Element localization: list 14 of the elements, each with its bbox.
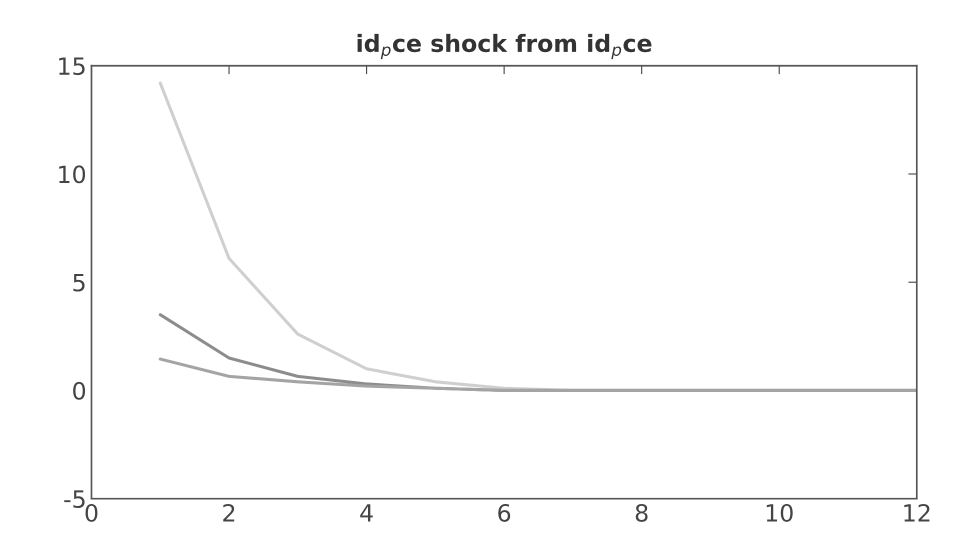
x-tick-label: 12 [904,504,930,522]
line-series [158,358,917,392]
x-tick-label: 0 [86,504,98,522]
y-tick-label: 5 [73,274,85,292]
y-tick-label: 15 [59,58,85,76]
x-tick-label: 4 [360,504,373,522]
chart-title: id$_{p}$ce shock from id$_{p}$ce [358,34,652,60]
y-tick-label: 0 [73,382,86,400]
y-tick-label: 10 [59,165,86,184]
x-tick-label: 2 [223,504,234,522]
x-tick-label: 10 [766,504,793,522]
y-tick-label: -5 [64,490,85,508]
x-tick-label: 8 [636,504,648,522]
x-tick-label: 6 [498,504,510,522]
